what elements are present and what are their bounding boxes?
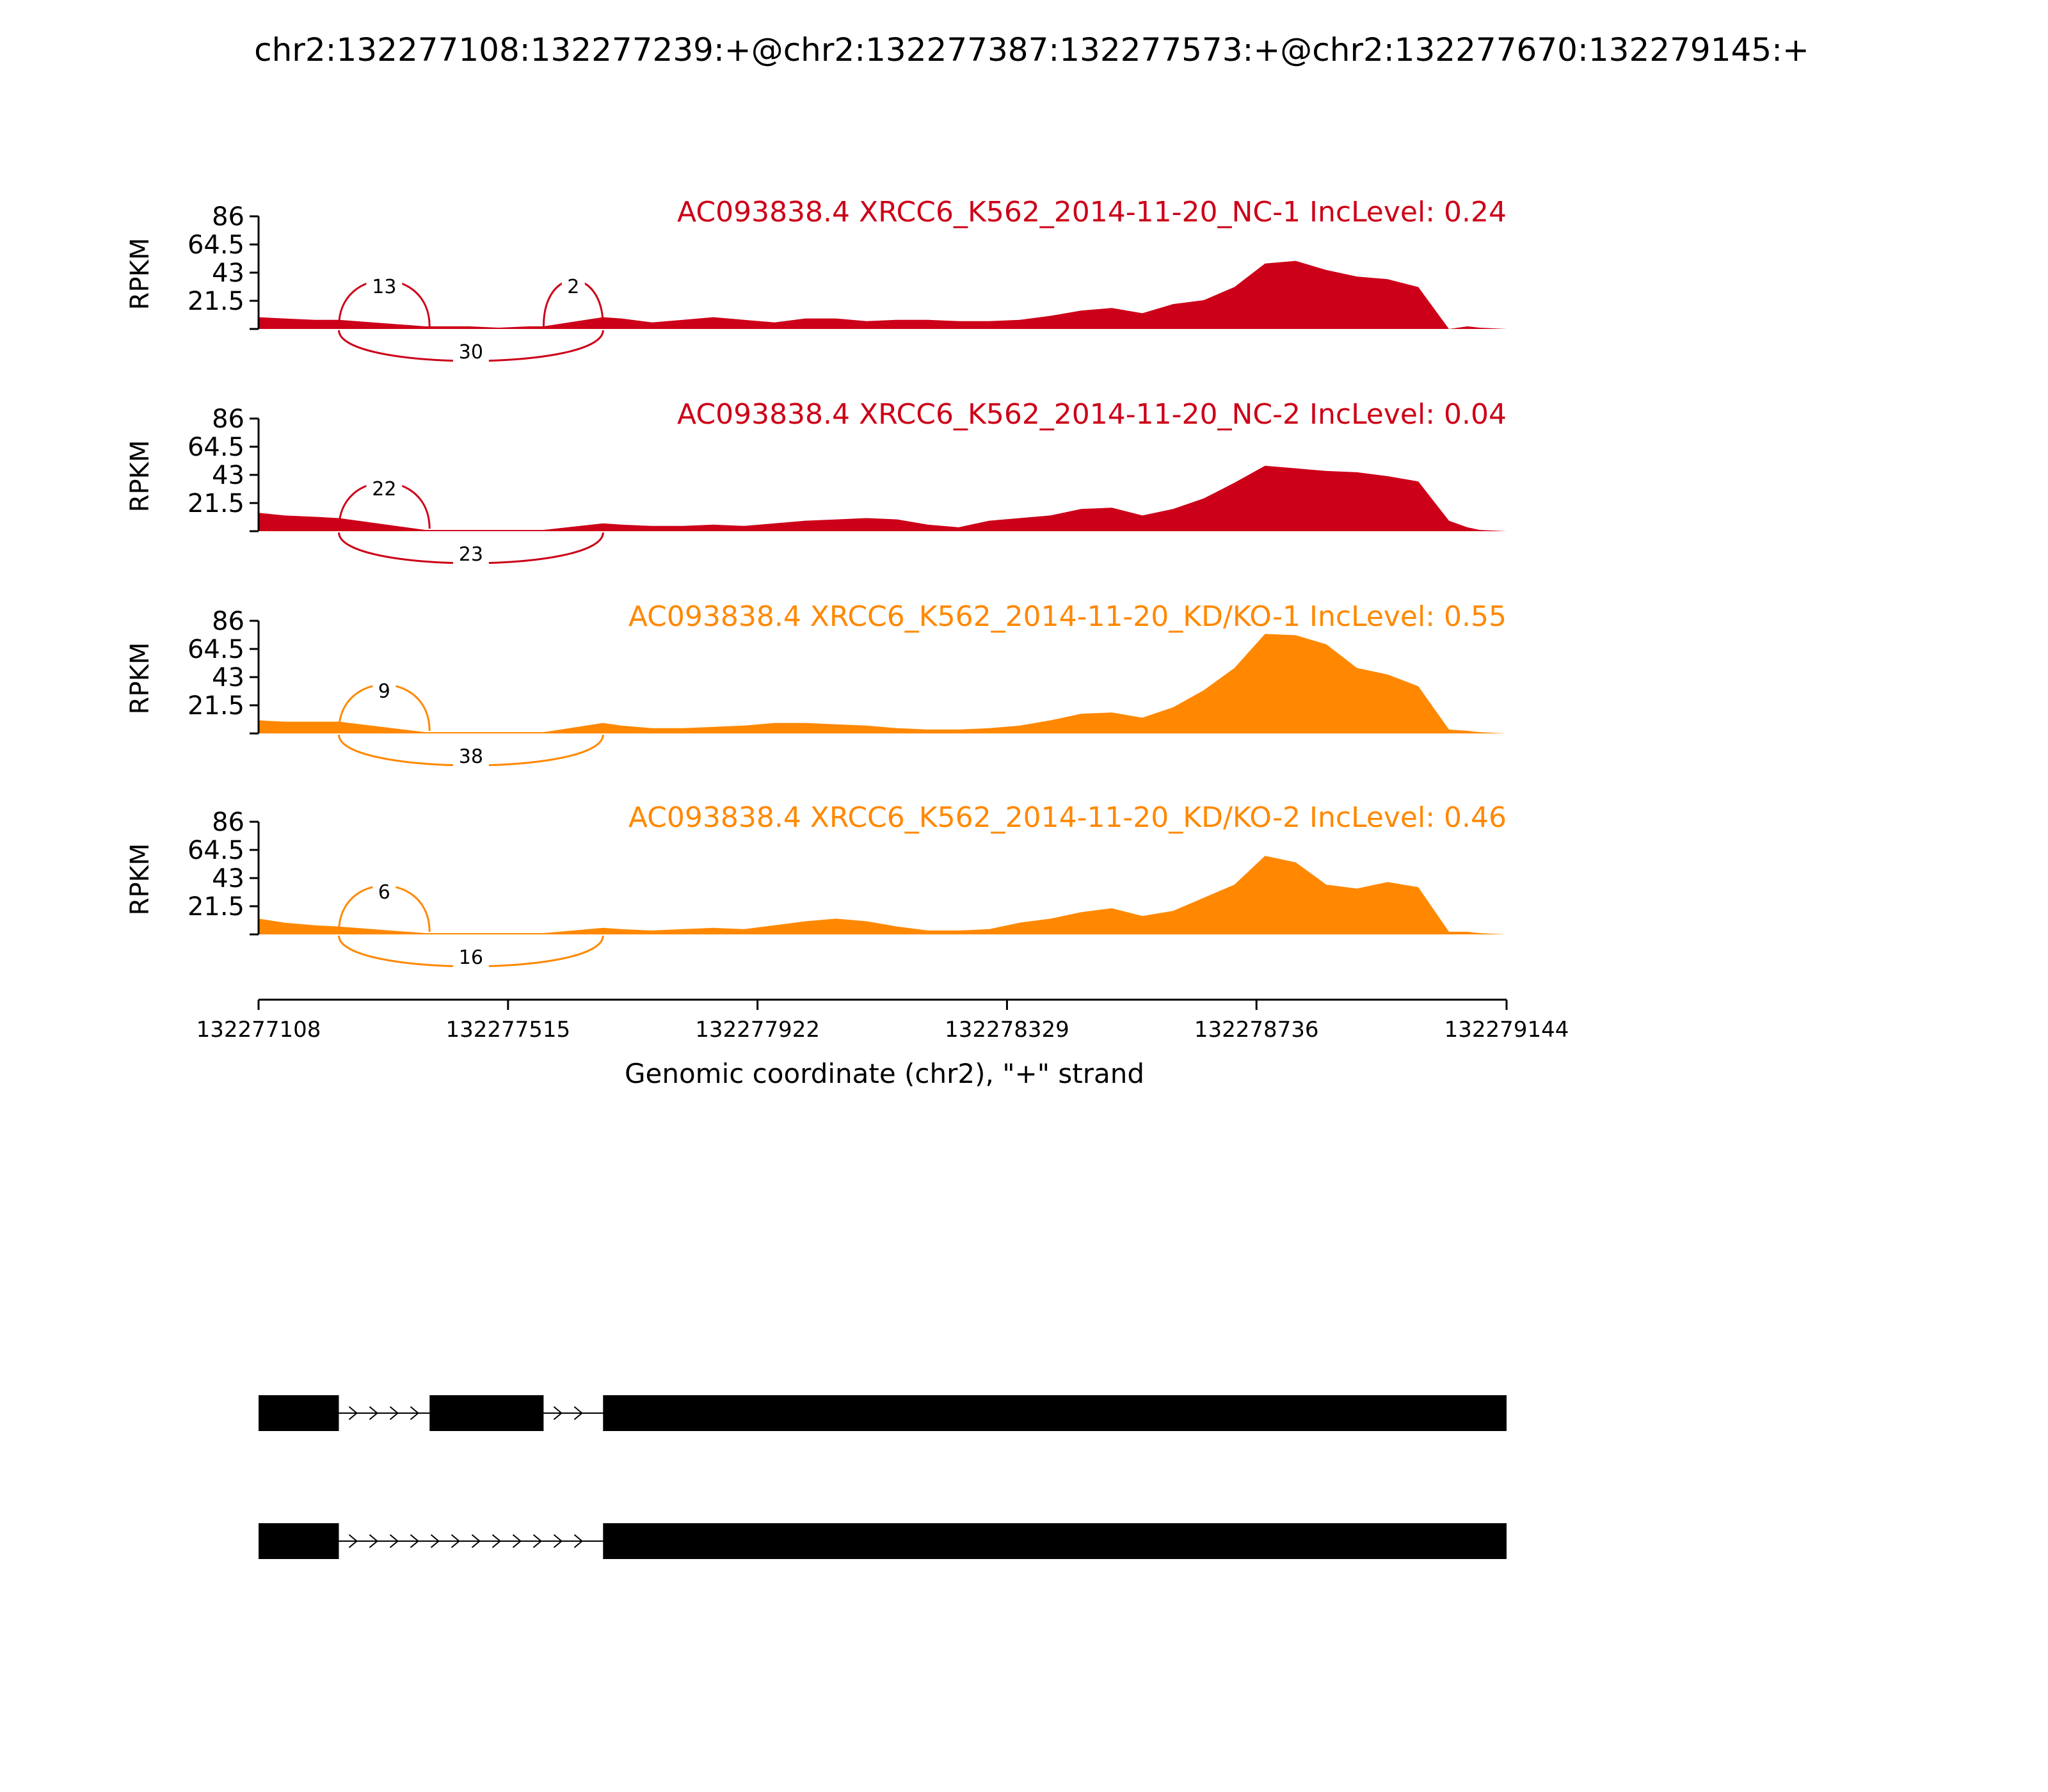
junction-label-bg: [452, 746, 489, 768]
junction-label-bg: [372, 882, 396, 904]
strand-arrow: [573, 1534, 584, 1548]
coverage-area: [259, 465, 1507, 531]
y-axis-label: RPKM: [125, 238, 155, 310]
junction-count-label: 38: [459, 746, 483, 768]
x-tick-label: 132277922: [695, 1017, 820, 1043]
strand-arrow: [410, 1534, 420, 1548]
x-axis: 132277108 132277515 132277922 132278329 1322…: [196, 998, 1569, 1043]
sample-label: AC093838.4 XRCC6_K562_2014-11-20_NC-1 In…: [677, 196, 1507, 228]
isoform-track: [259, 1395, 1507, 1559]
y-tick-label: 21.5: [188, 892, 244, 922]
x-tick-label: 132278736: [1194, 1017, 1319, 1043]
x-axis-label: Genomic coordinate (chr2), "+" strand: [625, 1058, 1144, 1089]
y-axis-label: RPKM: [125, 440, 155, 513]
strand-arrow: [430, 1534, 440, 1548]
plot-title: chr2:132277108:132277239:+@chr2:13227738…: [254, 31, 1809, 68]
strand-arrow: [532, 1534, 543, 1548]
strand-arrow: [389, 1406, 399, 1420]
sample-label: AC093838.4 XRCC6_K562_2014-11-20_KD/KO-1…: [628, 600, 1507, 633]
sample-label: AC093838.4 XRCC6_K562_2014-11-20_KD/KO-2…: [628, 801, 1507, 834]
junction-label-bg: [372, 681, 396, 703]
y-tick-label: 64.5: [188, 230, 244, 260]
y-tick-label: 86: [212, 808, 244, 837]
y-tick-label: 86: [212, 607, 244, 636]
x-tick-label: 132279144: [1444, 1017, 1569, 1043]
y-tick-label: 86: [212, 404, 244, 434]
junction-count-label: 23: [459, 543, 483, 566]
strand-arrow: [492, 1534, 502, 1548]
y-tick-label: 64.5: [188, 433, 244, 462]
junction-count-label: 22: [372, 478, 396, 500]
junction-label-bg: [452, 544, 489, 566]
junction-count-label: 6: [378, 881, 390, 904]
junction-count-label: 2: [567, 276, 579, 298]
junction-label-bg: [452, 947, 489, 969]
strand-arrow: [348, 1534, 358, 1548]
exon-block: [259, 1523, 339, 1559]
junction-count-label: 16: [459, 947, 483, 969]
y-tick-label: 21.5: [188, 691, 244, 721]
junction-label-bg: [366, 479, 403, 500]
strand-arrow: [573, 1406, 583, 1420]
x-tick-label: 132277515: [445, 1017, 570, 1043]
exon-block: [429, 1395, 544, 1431]
junction-label-bg: [366, 276, 403, 298]
sample-label: AC093838.4 XRCC6_K562_2014-11-20_NC-2 In…: [677, 398, 1507, 431]
junction-count-label: 13: [372, 276, 396, 298]
y-axis-label: RPKM: [125, 643, 155, 715]
y-tick-label: 21.5: [188, 287, 244, 316]
strand-arrow: [348, 1406, 358, 1420]
coverage-area: [259, 260, 1507, 329]
junction-count-label: 9: [378, 680, 390, 703]
strand-arrow: [451, 1534, 461, 1548]
exon-block: [603, 1523, 1507, 1559]
strand-arrow: [389, 1534, 399, 1548]
strand-arrow: [410, 1406, 420, 1420]
strand-arrow: [512, 1534, 522, 1548]
junction-label-bg: [452, 342, 489, 364]
coverage-area: [259, 634, 1507, 733]
strand-arrow: [471, 1534, 481, 1548]
x-tick-label: 132277108: [196, 1017, 321, 1043]
isoform: [259, 1395, 1507, 1431]
y-axis-label: RPKM: [125, 844, 155, 916]
strand-arrow: [553, 1534, 563, 1548]
strand-arrow: [369, 1534, 379, 1548]
coverage-area: [259, 856, 1507, 934]
y-tick-label: 43: [212, 663, 244, 692]
strand-arrow: [369, 1406, 379, 1420]
y-tick-label: 21.5: [188, 489, 244, 518]
y-tick-label: 64.5: [188, 836, 244, 865]
y-tick-label: 86: [212, 202, 244, 232]
y-tick-label: 43: [212, 259, 244, 288]
x-tick-label: 132278329: [945, 1017, 1069, 1043]
exon-block: [259, 1395, 339, 1431]
junction-count-label: 30: [459, 341, 483, 364]
junction-label-bg: [561, 276, 585, 298]
y-tick-label: 43: [212, 461, 244, 490]
strand-arrow: [553, 1406, 563, 1420]
exon-block: [603, 1395, 1507, 1431]
isoform: [259, 1523, 1507, 1559]
y-tick-label: 43: [212, 864, 244, 893]
y-tick-label: 64.5: [188, 635, 244, 664]
